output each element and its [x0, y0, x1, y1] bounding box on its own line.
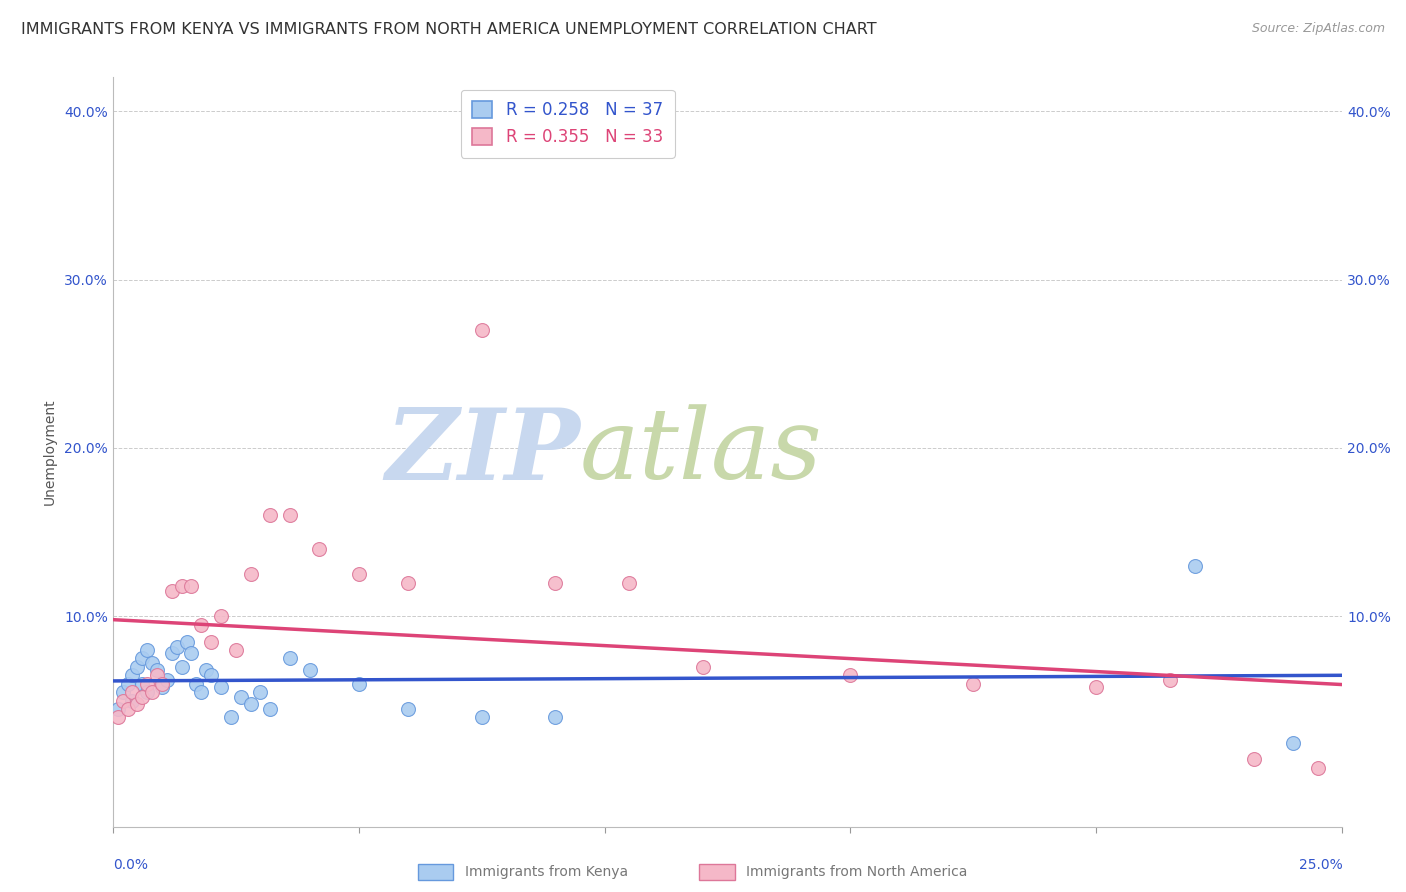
- Point: [239, 697, 262, 711]
- Point: [117, 676, 139, 690]
- Point: [170, 579, 193, 593]
- Point: [396, 575, 419, 590]
- Point: [131, 676, 153, 690]
- Point: [200, 634, 222, 648]
- Point: [127, 660, 149, 674]
- Point: [839, 668, 862, 682]
- Point: [146, 668, 169, 682]
- Point: [186, 676, 208, 690]
- Point: [1282, 736, 1305, 750]
- Point: [1306, 761, 1329, 775]
- Point: [239, 567, 262, 582]
- Point: [111, 685, 134, 699]
- Text: Immigrants from Kenya: Immigrants from Kenya: [464, 865, 627, 880]
- Point: [180, 579, 202, 593]
- Point: [150, 680, 173, 694]
- Point: [229, 690, 252, 705]
- Point: [209, 609, 232, 624]
- Text: 0.0%: 0.0%: [112, 858, 148, 872]
- Text: Source: ZipAtlas.com: Source: ZipAtlas.com: [1251, 22, 1385, 36]
- Point: [170, 660, 193, 674]
- Text: ZIP: ZIP: [385, 404, 581, 500]
- Point: [160, 646, 183, 660]
- Point: [1159, 673, 1181, 688]
- Point: [190, 617, 212, 632]
- Point: [160, 584, 183, 599]
- Point: [219, 710, 242, 724]
- Point: [117, 702, 139, 716]
- Point: [107, 710, 129, 724]
- Point: [396, 702, 419, 716]
- Point: [278, 651, 301, 665]
- Text: atlas: atlas: [581, 404, 823, 500]
- Point: [121, 693, 143, 707]
- Text: Immigrants from North America: Immigrants from North America: [745, 865, 967, 880]
- Point: [180, 646, 202, 660]
- Point: [141, 657, 163, 671]
- Point: [225, 643, 247, 657]
- Point: [209, 680, 232, 694]
- Point: [146, 663, 169, 677]
- Point: [131, 690, 153, 705]
- Point: [962, 676, 984, 690]
- Point: [471, 323, 494, 337]
- Point: [259, 508, 281, 523]
- Point: [190, 685, 212, 699]
- Point: [200, 668, 222, 682]
- Point: [308, 541, 330, 556]
- Point: [692, 660, 714, 674]
- Legend: R = 0.258   N = 37, R = 0.355   N = 33: R = 0.258 N = 37, R = 0.355 N = 33: [461, 89, 675, 158]
- Point: [259, 702, 281, 716]
- Point: [107, 702, 129, 716]
- Point: [195, 663, 218, 677]
- Text: IMMIGRANTS FROM KENYA VS IMMIGRANTS FROM NORTH AMERICA UNEMPLOYMENT CORRELATION : IMMIGRANTS FROM KENYA VS IMMIGRANTS FROM…: [21, 22, 877, 37]
- Point: [136, 643, 159, 657]
- Point: [347, 567, 370, 582]
- Point: [347, 676, 370, 690]
- Point: [131, 651, 153, 665]
- Point: [111, 693, 134, 707]
- Text: 25.0%: 25.0%: [1299, 858, 1343, 872]
- Point: [544, 710, 567, 724]
- Point: [1243, 752, 1265, 766]
- Y-axis label: Unemployment: Unemployment: [44, 399, 58, 506]
- Point: [136, 676, 159, 690]
- Point: [176, 634, 198, 648]
- Point: [156, 673, 179, 688]
- Point: [471, 710, 494, 724]
- Point: [249, 685, 271, 699]
- Point: [150, 676, 173, 690]
- Point: [166, 640, 188, 654]
- Point: [141, 685, 163, 699]
- Point: [127, 697, 149, 711]
- Point: [278, 508, 301, 523]
- Point: [298, 663, 321, 677]
- Point: [1184, 558, 1206, 573]
- Point: [121, 685, 143, 699]
- Point: [617, 575, 640, 590]
- Point: [1085, 680, 1108, 694]
- Point: [136, 685, 159, 699]
- Point: [544, 575, 567, 590]
- Point: [121, 668, 143, 682]
